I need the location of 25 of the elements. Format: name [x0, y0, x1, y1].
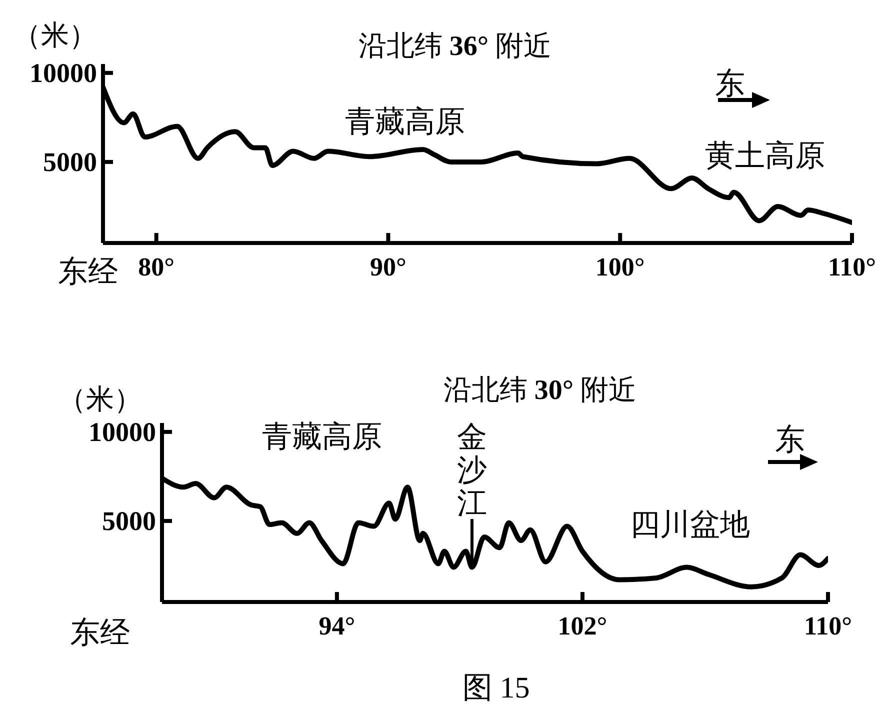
- y-tick-label: 10000: [88, 416, 156, 447]
- y-tick-label: 10000: [30, 58, 97, 88]
- caption: 图 15: [462, 672, 530, 704]
- y-tick-label: 5000: [43, 146, 97, 177]
- annotation: 四川盆地: [630, 508, 750, 542]
- x-tick-label: 110°: [828, 252, 876, 282]
- annotation: 青藏高原: [262, 420, 382, 454]
- annotation: 东: [775, 424, 805, 456]
- annotation: 东: [715, 68, 745, 100]
- x-tick-label: 80°: [138, 252, 175, 282]
- y-axis-title: （米）: [13, 20, 97, 52]
- x-tick-label: 90°: [370, 252, 406, 282]
- x-axis-title: 东经: [58, 256, 118, 288]
- x-tick-label: 110°: [804, 611, 852, 640]
- chart-title: 沿北纬 30° 附近: [443, 374, 637, 406]
- y-axis-title: （米）: [58, 384, 142, 416]
- x-tick-label: 102°: [558, 611, 608, 640]
- x-axis-title: 东经: [70, 616, 130, 650]
- chart-title: 沿北纬 36° 附近: [358, 30, 552, 62]
- annotation: 金沙江: [456, 420, 487, 520]
- x-tick-label: 100°: [595, 252, 645, 282]
- y-tick-label: 5000: [102, 506, 156, 536]
- annotation: 青藏高原: [345, 106, 465, 138]
- x-tick-label: 94°: [318, 611, 356, 640]
- annotation: 黄土高原: [705, 140, 825, 172]
